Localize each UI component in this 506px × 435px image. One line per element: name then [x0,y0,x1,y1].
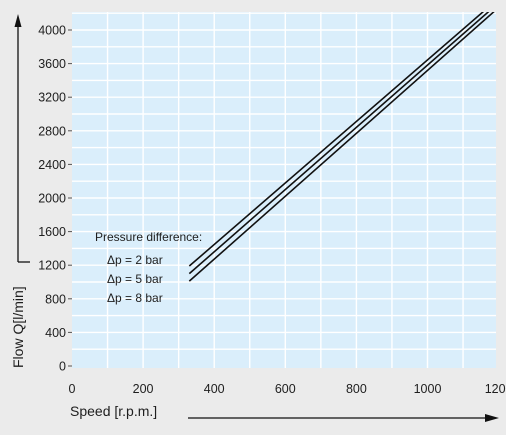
y-axis-arrowhead [14,14,22,27]
y-tick-label: 800 [45,292,66,306]
annotation-title: Pressure difference: [95,230,202,244]
y-tick-label: 1600 [38,225,66,239]
legend-label-5bar: Δp = 5 bar [107,272,163,286]
y-tick-label: 2000 [38,192,66,206]
y-tick-label: 2800 [38,124,66,138]
x-tick-label: 600 [275,382,296,396]
series-line-2 [188,12,490,275]
x-tick-label: 1200 [485,382,506,396]
x-tick-label: 1000 [414,382,442,396]
x-tick-label: 400 [204,382,225,396]
y-tick-label: 1200 [38,259,66,273]
y-tick-label: 400 [45,326,66,340]
x-tick-label: 200 [133,382,154,396]
y-axis-title: Flow Q[l/min] [10,286,26,368]
x-axis-arrowhead [485,414,499,422]
x-tick-label: 0 [69,382,76,396]
series-line-1 [188,12,485,267]
series-line-3 [188,12,495,282]
x-tick-label: 800 [346,382,367,396]
y-tick-label: 3200 [38,91,66,105]
legend-label-8bar: Δp = 8 bar [107,291,163,305]
legend-label-2bar: Δp = 2 bar [107,253,163,267]
x-axis-title: Speed [r.p.m.] [70,403,157,419]
y-tick-label: 0 [59,360,66,374]
y-tick-label: 3600 [38,57,66,71]
y-tick-label: 4000 [38,24,66,38]
y-tick-label: 2400 [38,158,66,172]
